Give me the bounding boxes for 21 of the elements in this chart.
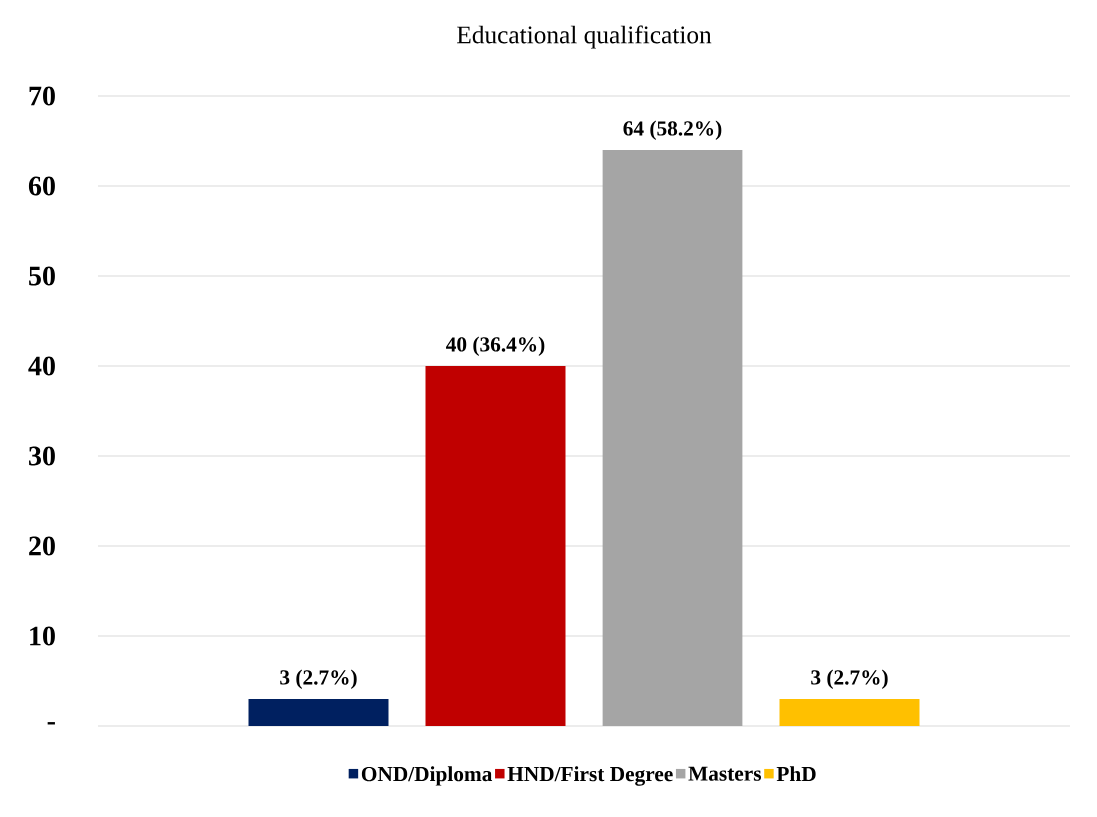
y-tick-label: 50 <box>29 266 55 286</box>
bar <box>248 698 389 726</box>
bar <box>425 365 566 726</box>
y-tick-label: 70 <box>29 86 55 106</box>
y-tick-label: - <box>47 722 55 725</box>
data-label: 3 (2.7%) <box>811 669 888 689</box>
y-tick-label: 60 <box>28 176 55 196</box>
chart-title: Educational qualification <box>457 25 712 49</box>
y-tick-label: 20 <box>29 536 55 556</box>
legend-label: Masters <box>688 766 762 781</box>
bar <box>779 698 920 726</box>
data-label: 40 (36.4%) <box>446 336 545 356</box>
bar <box>602 150 743 726</box>
data-label: 3 (2.7%) <box>280 669 357 689</box>
y-tick-label: 30 <box>29 446 55 466</box>
data-label: 64 (58.2%) <box>623 120 722 140</box>
y-tick-label: 40 <box>28 356 55 376</box>
legend-label: HND/First Degree <box>507 766 673 786</box>
legend-label: OND/Diploma <box>361 766 493 786</box>
y-tick-label: 10 <box>30 626 55 646</box>
legend-label: PhD <box>776 766 816 782</box>
